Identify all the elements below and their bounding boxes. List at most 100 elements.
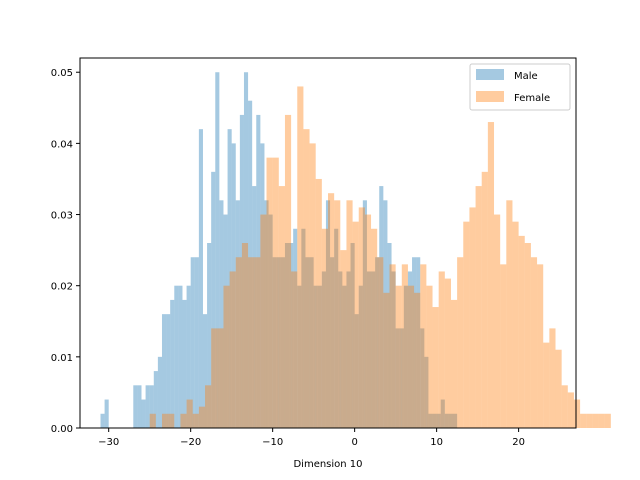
legend-label-male: Male [514,71,538,82]
histogram-bar-female [420,264,427,428]
histogram-bar-male [354,314,359,428]
histogram-bar-female [180,413,187,428]
histogram-bar-male [149,385,154,428]
histogram-bar-male [432,413,437,428]
histogram-bar-female [217,328,224,428]
histogram-bar-female [494,214,501,428]
histogram-bar-male [412,257,417,428]
histogram-bar-male [358,285,363,428]
plot-area [100,72,611,429]
histogram-bar-male [178,285,183,428]
histogram-bar-male [219,200,224,428]
histogram-bar-male [260,143,265,428]
histogram-bar-male [186,285,191,428]
histogram-bar-male [420,328,425,428]
histogram-bar-male [276,257,281,428]
histogram-bar-male [166,314,171,428]
histogram-bar-male [174,285,179,428]
histogram-bar-female [524,243,531,428]
axes-frame [79,57,577,429]
x-tick-label: −20 [180,437,201,448]
histogram-bar-female [395,285,402,428]
histogram-bar-female [223,285,230,428]
y-tick-label: 0.04 [51,139,73,150]
histogram-bar-male [403,285,408,428]
histogram-bar-male [387,243,392,428]
histogram-bar-male [375,257,380,428]
histogram-bar-female [284,114,292,429]
histogram-bar-female [537,264,544,428]
histogram-bar-female [580,413,587,428]
histogram-bar-male [383,200,388,428]
histogram-bar-female [340,250,347,428]
histogram-bar-male [317,285,322,428]
histogram-bar-female [334,200,341,428]
histogram-bar-female [266,157,273,428]
legend-swatch-female [476,91,504,102]
histogram-bar-male [293,228,298,428]
histogram-bar-male [202,314,208,428]
histogram-bar-female [297,86,304,429]
histogram-bar-male [444,413,449,428]
histogram-bar-male [297,285,302,428]
histogram-bar-male [407,271,413,428]
histogram-bar-male [428,413,433,428]
histogram-bar-female [272,157,279,428]
histogram-bar-female [205,385,212,428]
series-female [149,86,611,429]
histogram-bar-female [364,214,372,428]
histogram-bar-male [248,100,253,428]
histogram-bar-male [100,413,105,428]
legend: Male Female [469,63,571,111]
histogram-bar-female [211,328,218,428]
histogram-bar-female [229,271,236,428]
histogram-bar-female [567,392,574,428]
y-tick-label: 0.05 [51,68,73,79]
histogram-bar-male [313,285,318,428]
histogram-bar-female [186,399,193,428]
histogram-bar-male [157,356,162,428]
histogram-bar-female [149,413,156,428]
histogram-bar-female [604,413,611,428]
histogram-bar-male [305,257,310,428]
histogram-bar-female [315,178,322,428]
histogram-bar-male [223,214,228,428]
histogram-bar-female [291,271,298,428]
histogram-bar-male [448,413,454,428]
histogram-bar-male [346,271,351,428]
y-axis: 0.00 0.01 0.02 0.03 0.04 0.05 [51,68,80,435]
histogram-bar-male [207,243,212,428]
histogram-bar-male [362,200,367,428]
histogram-bar-male [182,299,187,428]
histogram-bar-male [309,257,314,428]
histogram-bar-female [377,257,384,428]
histogram-bar-male [161,314,167,428]
x-tick-label: −30 [98,437,119,448]
histogram-bar-female [389,264,396,428]
histogram-bar-male [453,413,458,428]
histogram-bar-female [168,413,175,428]
histogram-bar-female [592,413,599,428]
histogram-bar-male [141,399,146,428]
histogram-bar-female [407,285,415,428]
histogram-bar-male [104,399,109,428]
series-male [100,72,458,429]
x-tick-label: 10 [430,437,443,448]
histogram-bar-female [549,328,556,428]
histogram-bar-female [573,399,581,428]
x-tick-label: 20 [512,437,525,448]
histogram-bar-female [192,413,199,428]
histogram-bar-female [260,214,267,428]
histogram-bar-female [414,292,421,428]
histogram-bar-male [280,257,285,428]
histogram-bar-male [330,257,335,428]
histogram-bar-female [426,285,433,428]
histogram-bar-male [342,285,347,428]
histogram-bar-female [598,413,605,428]
histogram-bar-male [391,271,396,428]
histogram-bar-female [248,257,255,428]
histogram-bar-male [440,399,445,428]
histogram-bar-female [241,243,249,428]
x-axis: −30 −20 −10 0 10 20 [98,428,525,448]
